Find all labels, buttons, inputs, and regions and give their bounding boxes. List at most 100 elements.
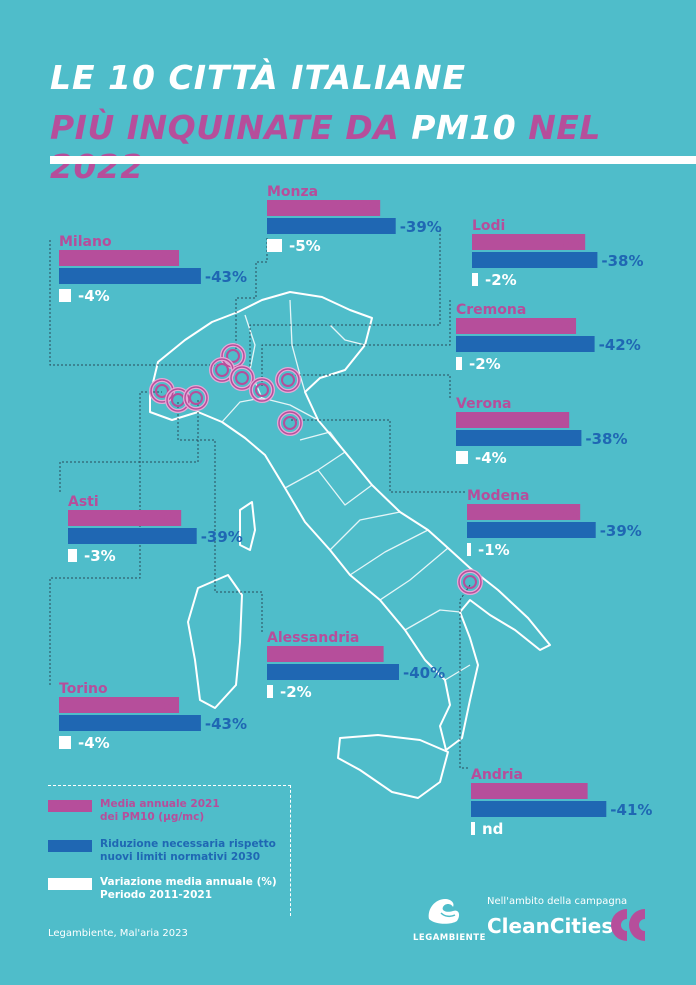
city-panel-andria: Andria 34 -41% nd [471,767,652,838]
title-line-2-a: PIÙ INQUINATE DA [50,108,412,147]
city-label-cremona: Cremona [456,302,526,318]
leader-asti [59,400,199,492]
riduzione-value-alessandria: -40% [403,664,445,682]
media-bar-verona [456,412,570,428]
media-bar-monza [267,200,381,216]
leader-monza [235,238,268,352]
riduzione-value-torino: -43% [205,715,247,733]
riduzione-value-andria: -41% [610,801,652,819]
legend-riduzione-line2: nuovi limiti normativi 2030 [100,851,261,863]
legend-swatch-variazione [48,878,92,890]
riduzione-bar-cremona [456,336,595,352]
media-bar-asti [68,510,182,526]
variazione-bar-monza [267,239,282,252]
variazione-bar-lodi [472,273,478,286]
city-label-asti: Asti [68,494,99,510]
cleancities-icon [611,909,645,941]
riduzione-value-monza: -39% [400,218,442,236]
title-line-2-highlight: PM10 [411,108,517,147]
campaign-label: Nell'ambito della campagna [487,896,628,907]
city-marker-6 [277,410,303,436]
city-label-alessandria: Alessandria [267,630,359,646]
city-marker-3 [229,365,255,391]
city-label-torino: Torino [59,681,108,697]
legend-swatch-media [48,800,92,812]
media-value-milano: 35 [156,249,177,267]
variazione-bar-cremona [456,357,462,370]
city-label-verona: Verona [456,396,512,412]
corsica-outline [239,501,256,551]
variazione-bar-asti [68,549,77,562]
variazione-value-modena: -1% [478,541,510,559]
riduzione-bar-verona [456,430,582,446]
legend-media-line1: Media annuale 2021 [100,798,220,810]
city-marker-4 [249,377,275,403]
variazione-bar-alessandria [267,685,273,698]
variazione-bar-verona [456,451,468,464]
city-panel-verona: Verona 33 -38% -4% [456,396,628,467]
legambiente-logo: LEGAMBIENTE [413,893,486,943]
city-panel-monza: Monza 33 -39% -5% [267,184,442,255]
city-markers [149,343,483,595]
media-bar-lodi [472,234,586,250]
variazione-value-cremona: -2% [469,355,501,373]
media-bar-alessandria [267,646,384,662]
leader-lines [49,230,471,769]
variazione-value-verona: -4% [475,449,507,467]
leader-milano [49,240,220,366]
media-value-modena: 33 [557,503,578,521]
legend-media-line2: dei PM10 (µg/mc) [100,811,205,823]
variazione-value-alessandria: -2% [280,683,312,701]
title-line-2: PIÙ INQUINATE DA PM10 NEL 2022 [50,108,696,186]
variazione-bar-milano [59,289,71,302]
city-label-milano: Milano [59,234,112,250]
leader-andria [459,584,471,769]
media-bar-andria [471,783,588,799]
riduzione-bar-milano [59,268,201,284]
city-panel-lodi: Lodi 33 -38% -2% [472,218,644,289]
media-bar-cremona [456,318,577,334]
riduzione-value-verona: -38% [585,430,627,448]
city-panel-milano: Milano 35 -43% -4% [59,234,247,305]
leader-modena [290,419,465,493]
riduzione-value-modena: -39% [600,522,642,540]
variazione-value-asti: -3% [84,547,116,565]
media-bar-modena [467,504,581,520]
legend-variazione: Variazione media annuale (%) Periodo 2011… [48,876,277,902]
variazione-value-andria: nd [482,820,503,838]
riduzione-value-asti: -39% [201,528,243,546]
riduzione-bar-monza [267,218,396,234]
city-marker-10 [457,569,483,595]
media-value-monza: 33 [357,199,378,217]
leader-lodi [249,230,441,372]
media-bar-torino [59,697,180,713]
region-borders [221,299,471,681]
city-label-monza: Monza [267,184,318,200]
italy-map [149,291,551,799]
title-line-2-c: NEL 2022 [50,108,601,186]
city-label-andria: Andria [471,767,523,783]
legambiente-swan-icon [428,899,460,924]
riduzione-bar-torino [59,715,201,731]
leader-verona [290,374,451,398]
title-line-1: LE 10 CITTÀ ITALIANE [50,58,466,97]
media-value-andria: 34 [565,782,586,800]
legend: Media annuale 2021 dei PM10 (µg/mc) Riduz… [48,785,291,916]
riduzione-bar-modena [467,522,596,538]
leader-torino [49,391,162,685]
media-value-lodi: 33 [562,233,583,251]
legend-riduzione: Riduzione necessaria rispetto nuovi limit… [48,838,276,864]
sardinia-outline [187,574,243,709]
variazione-value-lodi: -2% [485,271,517,289]
riduzione-bar-lodi [472,252,598,268]
riduzione-bar-asti [68,528,197,544]
legend-riduzione-line1: Riduzione necessaria rispetto [100,838,276,850]
title-rule [50,156,696,164]
riduzione-value-lodi: -38% [601,252,643,270]
legambiente-logo-text: LEGAMBIENTE [413,933,486,943]
variazione-value-torino: -4% [78,734,110,752]
legend-media: Media annuale 2021 dei PM10 (µg/mc) [48,798,220,824]
city-panel-torino: Torino 35 -43% -4% [59,681,247,752]
